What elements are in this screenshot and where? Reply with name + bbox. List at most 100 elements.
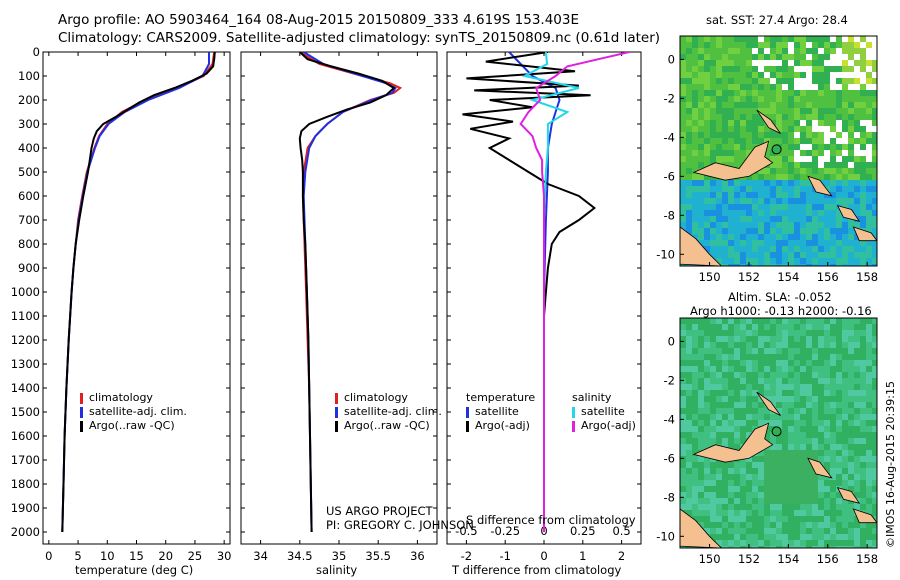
x-tick-label: 0 (45, 549, 52, 563)
map-cell (698, 438, 704, 444)
x-tick-label: 150 (699, 552, 721, 566)
map-cell (794, 468, 800, 474)
map-cell (764, 360, 770, 366)
map-cell (818, 546, 824, 548)
map-cell (830, 192, 836, 198)
map-cell (758, 42, 764, 48)
map-cell (680, 60, 686, 66)
map-cell (860, 504, 866, 510)
map-cell (800, 456, 806, 462)
map-cell (836, 516, 842, 522)
map-cell (836, 444, 842, 450)
map-cell (872, 186, 877, 192)
map-cell (710, 90, 716, 96)
map-cell (680, 84, 686, 90)
map-cell (734, 108, 740, 114)
map-cell (812, 192, 818, 198)
map-cell (854, 540, 860, 546)
map-cell (830, 402, 836, 408)
map-cell (704, 474, 710, 480)
map-cell (722, 468, 728, 474)
map-cell (830, 528, 836, 534)
map-cell (824, 522, 830, 528)
map-cell (716, 240, 722, 246)
map-cell (680, 432, 686, 438)
map-cell (788, 144, 794, 150)
map-cell (806, 48, 812, 54)
y-tick-label: 0 (668, 334, 675, 348)
map-cell (722, 420, 728, 426)
map-cell (848, 336, 854, 342)
map-cell (746, 414, 752, 420)
map-cell (758, 342, 764, 348)
map-cell (824, 168, 830, 174)
map-cell (860, 336, 866, 342)
map-cell (800, 84, 806, 90)
map-cell (818, 342, 824, 348)
map-cell (746, 474, 752, 480)
map-cell (728, 384, 734, 390)
map-cell (770, 360, 776, 366)
map-cell (686, 414, 692, 420)
map-cell (686, 420, 692, 426)
map-cell (836, 78, 842, 84)
map-cell (740, 48, 746, 54)
map-cell (848, 534, 854, 540)
x-tick-label: 158 (856, 270, 878, 284)
map-cell (854, 258, 860, 264)
map-cell (824, 66, 830, 72)
y-tick-label: 900 (18, 261, 40, 275)
map-cell (722, 342, 728, 348)
map-cell (776, 348, 782, 354)
map-cell (800, 414, 806, 420)
map-cell (722, 48, 728, 54)
map-cell (764, 210, 770, 216)
map-cell (764, 192, 770, 198)
map-cell (794, 450, 800, 456)
x-tick-label: 158 (856, 552, 878, 566)
map-cell (854, 78, 860, 84)
map-cell (716, 54, 722, 60)
map-cell (686, 366, 692, 372)
map-cell (830, 486, 836, 492)
map-cell (818, 492, 824, 498)
map-cell (842, 468, 848, 474)
map-cell (698, 366, 704, 372)
map-cell (818, 126, 824, 132)
map-cell (746, 210, 752, 216)
map-cell (698, 186, 704, 192)
map-cell (794, 60, 800, 66)
x-tick-label: 154 (777, 270, 799, 284)
map-cell (860, 546, 866, 548)
map-cell (842, 426, 848, 432)
map-cell (698, 144, 704, 150)
map-cell (824, 462, 830, 468)
land-mass (852, 508, 877, 524)
map-cell (758, 90, 764, 96)
map-cell (716, 90, 722, 96)
map-cell (848, 450, 854, 456)
x-tick-label: 156 (817, 270, 839, 284)
map-cell (836, 468, 842, 474)
map-cell (824, 138, 830, 144)
legend-swatch-climatology (80, 392, 83, 404)
map-cell (782, 432, 788, 438)
map-cell (740, 342, 746, 348)
map-cell (704, 150, 710, 156)
land-mass (852, 226, 877, 242)
map-cell (794, 120, 800, 126)
map-cell (824, 426, 830, 432)
map-cell (800, 444, 806, 450)
map-cell (842, 504, 848, 510)
map-cell (794, 426, 800, 432)
map-cell (800, 48, 806, 54)
map-cell (806, 78, 812, 84)
map-cell (854, 348, 860, 354)
map-cell (752, 240, 758, 246)
map-cell (854, 54, 860, 60)
map-cell (800, 390, 806, 396)
map-cell (716, 222, 722, 228)
map-cell (824, 216, 830, 222)
map-cell (836, 222, 842, 228)
map-cell (710, 360, 716, 366)
